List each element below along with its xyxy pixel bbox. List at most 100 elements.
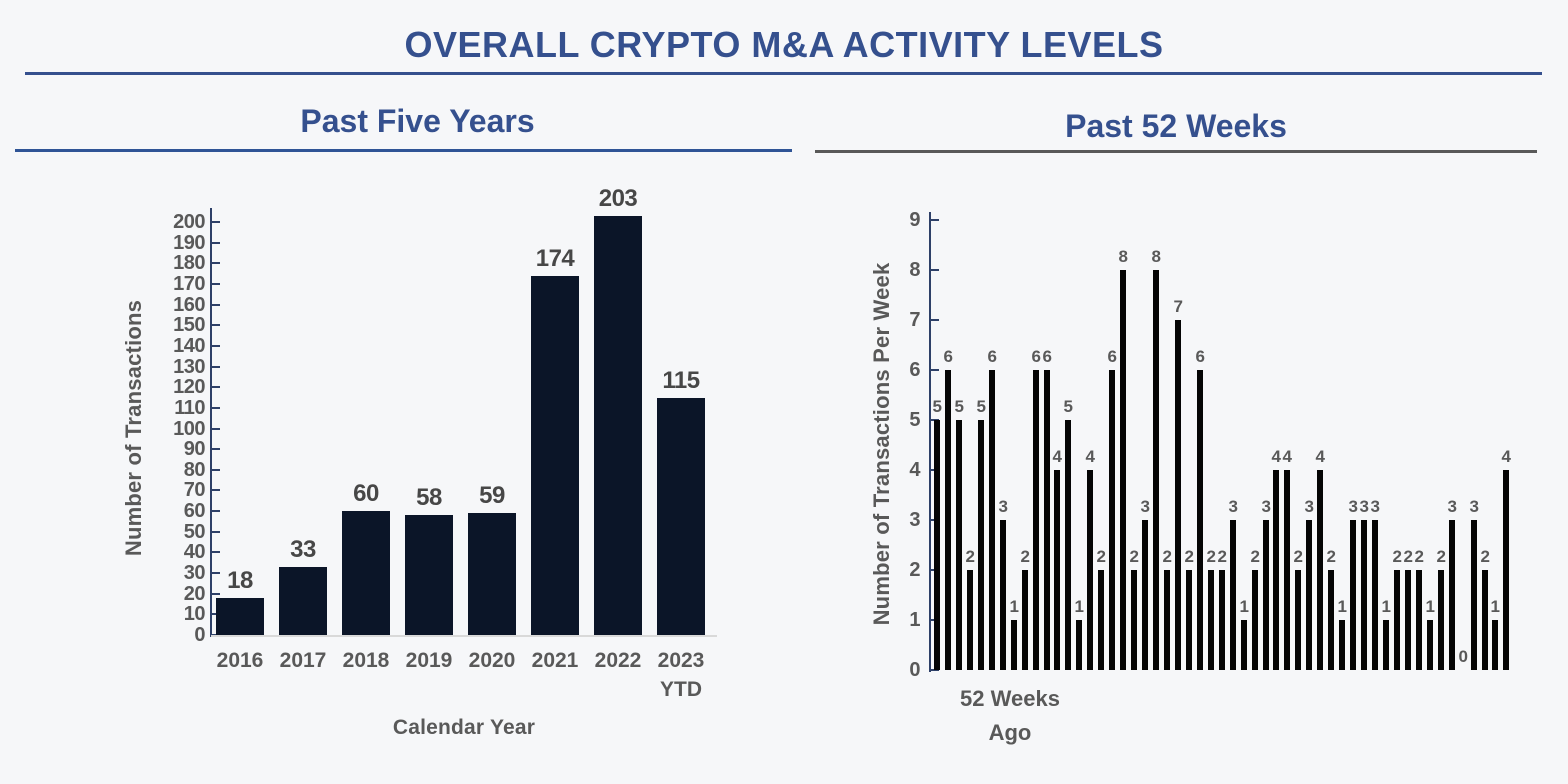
week-value-label: 6: [1195, 347, 1205, 366]
week-value-label: 4: [1501, 447, 1511, 466]
y-tick: [931, 369, 939, 371]
y-tick-label: 180: [173, 252, 205, 275]
week-bar-40: [1361, 520, 1367, 670]
bar-value-label: 58: [416, 484, 442, 511]
week-bar-46: [1427, 620, 1433, 670]
y-tick-label: 60: [183, 500, 206, 523]
bar-value-label: 60: [353, 480, 379, 507]
week-bar-47: [1438, 570, 1444, 670]
week-value-label: 3: [1469, 497, 1479, 516]
week-bar-30: [1252, 570, 1258, 670]
y-tick-label: 150: [173, 314, 205, 337]
week-value-label: 3: [1304, 497, 1314, 516]
y-tick: [931, 219, 939, 221]
y-axis-line: [929, 212, 931, 672]
week-value-label: 2: [965, 547, 975, 566]
y-tick-label: 200: [173, 211, 205, 233]
week-bar-21: [1153, 270, 1159, 670]
y-tick: [212, 572, 220, 575]
x-category-label: 2018: [342, 649, 390, 672]
y-tick-label: 190: [173, 231, 205, 254]
week-bar-44: [1405, 570, 1411, 670]
left-panel-subtitle: Past Five Years: [300, 103, 535, 139]
bar-2021: [531, 276, 579, 635]
y-tick-label: 80: [183, 458, 206, 481]
week-bar-18: [1120, 270, 1126, 670]
week-bar-10: [1033, 370, 1039, 670]
x-category-label: YTD: [660, 678, 702, 701]
week-value-label: 3: [1370, 497, 1380, 516]
y-tick-label: 3: [909, 509, 920, 531]
week-bar-16: [1098, 570, 1104, 670]
bar-value-label: 18: [227, 567, 253, 594]
y-tick-label: 0: [909, 659, 920, 681]
week-bar-48: [1449, 520, 1455, 670]
week-bar-29: [1241, 620, 1247, 670]
week-value-label: 8: [1118, 247, 1128, 266]
week-bar-2: [945, 370, 951, 670]
week-value-label: 7: [1173, 297, 1183, 316]
right-panel-underline: [815, 150, 1537, 153]
week-value-label: 2: [1096, 547, 1106, 566]
y-tick: [212, 592, 220, 595]
week-value-label: 2: [1250, 547, 1260, 566]
y-tick-label: 90: [183, 438, 206, 461]
bar-value-label: 203: [598, 185, 638, 212]
week-bar-39: [1350, 520, 1356, 670]
y-tick: [212, 221, 220, 223]
y-tick: [212, 510, 220, 513]
y-tick-label: 9: [909, 209, 920, 231]
week-bar-23: [1175, 320, 1181, 670]
week-bar-20: [1142, 520, 1148, 670]
x-axis-title: Calendar Year: [392, 716, 536, 739]
week-value-label: 3: [1140, 497, 1150, 516]
week-value-label: 2: [1403, 547, 1413, 566]
y-tick-label: 130: [173, 355, 205, 378]
week-bar-11: [1044, 370, 1050, 670]
week-bar-32: [1273, 470, 1279, 670]
left-panel-underline: [15, 149, 792, 152]
week-bar-50: [1471, 520, 1477, 670]
week-bar-43: [1394, 570, 1400, 670]
y-tick: [931, 319, 939, 321]
y-tick-label: 30: [183, 562, 206, 585]
y-tick: [212, 489, 220, 492]
week-value-label: 3: [1359, 497, 1369, 516]
week-value-label: 6: [987, 347, 997, 366]
week-value-label: 2: [1184, 547, 1194, 566]
week-bar-19: [1131, 570, 1137, 670]
bar-2016: [216, 598, 264, 635]
week-bar-14: [1076, 620, 1082, 670]
week-value-label: 5: [954, 397, 964, 416]
week-value-label: 2: [1293, 547, 1303, 566]
week-value-label: 4: [1315, 447, 1325, 466]
bar-value-label: 33: [290, 536, 316, 563]
week-bar-37: [1328, 570, 1334, 670]
y-tick: [931, 269, 939, 271]
week-bar-42: [1383, 620, 1389, 670]
y-tick-label: 170: [173, 272, 205, 295]
week-value-label: 5: [976, 397, 986, 416]
y-tick: [212, 406, 220, 409]
week-bar-1: [934, 420, 940, 670]
week-bar-17: [1109, 370, 1115, 670]
y-tick-label: 110: [174, 396, 205, 419]
x-axis-annotation: 52 Weeks: [960, 686, 1060, 711]
y-tick: [212, 551, 220, 554]
week-bar-13: [1065, 420, 1071, 670]
y-tick-label: 8: [909, 259, 920, 281]
x-baseline: [211, 635, 717, 637]
week-bar-31: [1263, 520, 1269, 670]
week-value-label: 3: [1261, 497, 1271, 516]
week-value-label: 2: [1414, 547, 1424, 566]
week-bar-51: [1482, 570, 1488, 670]
week-bar-25: [1197, 370, 1203, 670]
week-value-label: 2: [1217, 547, 1227, 566]
week-value-label: 2: [1020, 547, 1030, 566]
week-bar-52: [1492, 620, 1498, 670]
right-panel-subtitle: Past 52 Weeks: [1065, 108, 1287, 144]
y-axis-title: Number of Transactions Per Week: [869, 262, 894, 626]
bar-value-label: 59: [479, 482, 505, 509]
week-bar-9: [1022, 570, 1028, 670]
